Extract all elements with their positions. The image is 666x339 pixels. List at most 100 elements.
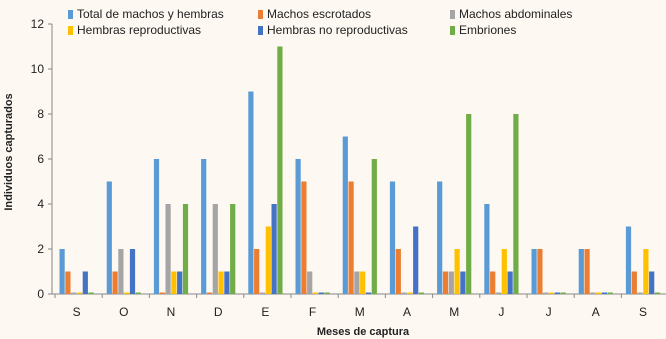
bar bbox=[65, 271, 71, 294]
x-tick-label: O bbox=[119, 305, 128, 319]
bar bbox=[543, 292, 549, 294]
bar bbox=[118, 249, 124, 294]
bar bbox=[153, 159, 160, 294]
bar bbox=[607, 292, 613, 294]
bar bbox=[360, 271, 366, 294]
bar bbox=[165, 204, 171, 294]
bar bbox=[135, 292, 141, 294]
bar bbox=[206, 292, 213, 294]
bar bbox=[643, 249, 649, 294]
bar bbox=[601, 292, 608, 294]
bar bbox=[259, 292, 266, 294]
bar bbox=[560, 292, 566, 294]
bar bbox=[295, 159, 301, 294]
y-axis-title: Individuos capturados bbox=[3, 93, 15, 210]
bar bbox=[307, 271, 313, 294]
bar bbox=[82, 271, 88, 294]
bar bbox=[76, 292, 83, 294]
bar bbox=[507, 271, 513, 294]
bar bbox=[312, 292, 319, 294]
bar bbox=[182, 204, 189, 294]
bar bbox=[537, 249, 543, 294]
x-tick-label: S bbox=[639, 305, 647, 319]
bar bbox=[454, 249, 460, 294]
bar bbox=[484, 204, 490, 294]
bar bbox=[407, 292, 413, 294]
bar bbox=[466, 114, 472, 294]
bar bbox=[649, 271, 655, 294]
bar bbox=[389, 181, 396, 294]
bar bbox=[442, 271, 449, 294]
bar bbox=[159, 292, 165, 294]
bar bbox=[342, 136, 348, 294]
x-tick-label: S bbox=[73, 305, 81, 319]
x-tick-label: A bbox=[592, 305, 600, 319]
x-tick-label: M bbox=[355, 305, 365, 319]
y-tick-label: 6 bbox=[37, 152, 44, 166]
bars-layer bbox=[59, 46, 661, 294]
x-axis-title: Meses de captura bbox=[317, 326, 410, 338]
bar bbox=[106, 181, 112, 294]
bar bbox=[271, 204, 277, 294]
bar bbox=[637, 292, 643, 294]
bar bbox=[413, 226, 419, 294]
x-tick-label: J bbox=[498, 305, 504, 319]
axes-layer: 0 2 4 6 8 10 12 S O N D E F M A M J J A S bbox=[31, 17, 666, 319]
bar bbox=[212, 204, 218, 294]
bar bbox=[590, 292, 596, 294]
bar bbox=[230, 204, 236, 294]
legend-swatch bbox=[450, 26, 455, 35]
bar bbox=[548, 292, 555, 294]
x-tick-label: N bbox=[167, 305, 176, 319]
bar bbox=[171, 271, 177, 294]
bar bbox=[124, 292, 130, 294]
bar bbox=[201, 159, 207, 294]
bar bbox=[596, 292, 602, 294]
bar bbox=[371, 159, 377, 294]
legend-label: Total de machos y hembras bbox=[77, 7, 224, 21]
y-tick-label: 8 bbox=[37, 107, 44, 121]
bar bbox=[324, 292, 330, 294]
bar bbox=[224, 271, 230, 294]
bar bbox=[112, 271, 118, 294]
x-tick-label: E bbox=[261, 305, 269, 319]
bar bbox=[218, 271, 224, 294]
bar bbox=[301, 181, 307, 294]
y-tick-label: 2 bbox=[37, 242, 44, 256]
bar bbox=[177, 271, 183, 294]
bar bbox=[578, 249, 584, 294]
legend-swatch bbox=[450, 10, 455, 19]
legend: Total de machos y hembras Machos escrotad… bbox=[68, 7, 572, 37]
legend-swatch bbox=[68, 26, 73, 35]
x-tick-label: D bbox=[214, 305, 223, 319]
legend-label: Hembras no reproductivas bbox=[267, 23, 408, 37]
bar bbox=[654, 292, 661, 294]
bar bbox=[365, 292, 372, 294]
bar bbox=[584, 249, 590, 294]
bar bbox=[554, 292, 560, 294]
bar bbox=[513, 114, 519, 294]
y-tick-label: 4 bbox=[37, 197, 44, 211]
bar bbox=[88, 292, 94, 294]
bar bbox=[254, 249, 260, 294]
bar bbox=[71, 292, 77, 294]
y-tick-label: 12 bbox=[31, 17, 45, 31]
legend-label: Embriones bbox=[459, 23, 516, 37]
y-tick-label: 10 bbox=[31, 62, 45, 76]
x-tick-label: A bbox=[403, 305, 411, 319]
legend-label: Machos escrotados bbox=[267, 7, 371, 21]
bar bbox=[631, 271, 637, 294]
bar bbox=[395, 249, 401, 294]
x-tick-label: J bbox=[546, 305, 552, 319]
bar bbox=[129, 249, 136, 294]
bar bbox=[418, 292, 425, 294]
bar bbox=[501, 249, 507, 294]
bar bbox=[490, 271, 496, 294]
bar bbox=[460, 271, 466, 294]
legend-swatch bbox=[68, 10, 73, 19]
bar bbox=[401, 292, 407, 294]
legend-swatch bbox=[258, 26, 263, 35]
legend-label: Machos abdominales bbox=[459, 7, 572, 21]
